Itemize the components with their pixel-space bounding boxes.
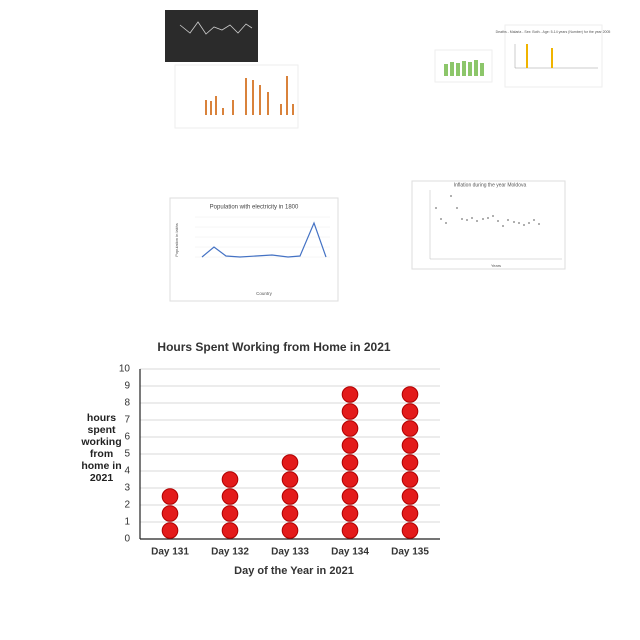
y-tick-label: 0 (124, 534, 130, 545)
dot (221, 488, 239, 505)
y-tick-label: 3 (124, 483, 130, 494)
thumb-xlabel: Country (256, 291, 273, 296)
dot (401, 403, 419, 420)
dot (401, 505, 419, 522)
x-tick-label: Day 133 (271, 547, 309, 558)
x-tick-label: Day 132 (211, 547, 249, 558)
y-tick-label: 1 (124, 517, 130, 528)
dot (341, 403, 359, 420)
dot (341, 454, 359, 471)
y-tick-label: 8 (124, 398, 130, 409)
x-axis-label: Day of the Year in 2021 (234, 565, 354, 577)
dot (341, 420, 359, 437)
thumb-ylabel: Population in lakhs (174, 223, 179, 257)
thumb-green (434, 49, 493, 83)
x-tick-label: Day 134 (331, 547, 369, 558)
dot (401, 488, 419, 505)
dot (281, 522, 299, 539)
dot (161, 505, 179, 522)
dot (401, 386, 419, 403)
dot (221, 505, 239, 522)
thumb-population: Population with electricity in 1800 Popu… (169, 197, 339, 302)
y-tick-label: 9 (124, 381, 130, 392)
dot (401, 420, 419, 437)
dot (161, 488, 179, 505)
dot (401, 454, 419, 471)
dot (341, 488, 359, 505)
thumb-inflation: Inflation during the year Moldova Years (411, 180, 566, 270)
y-tick-label: 10 (119, 364, 131, 375)
thumb-dark (165, 10, 258, 62)
dot (221, 522, 239, 539)
y-tick-label: 6 (124, 432, 130, 443)
dot (401, 471, 419, 488)
thumb-orange (174, 64, 299, 129)
dot (401, 437, 419, 454)
x-tick-label: Day 135 (391, 547, 429, 558)
thumb-xlabel: Years (491, 263, 501, 268)
thumb-malaria: Deaths - Malaria - Sex: Both - Age: 5-14… (496, 24, 611, 88)
y-tick-label: 5 (124, 449, 130, 460)
thumb-title: Inflation during the year Moldova (454, 182, 527, 188)
y-tick-label: 2 (124, 500, 130, 511)
dot (341, 437, 359, 454)
dot (281, 471, 299, 488)
dot (161, 522, 179, 539)
dot (281, 505, 299, 522)
x-tick-label: Day 131 (151, 547, 189, 558)
dot (341, 522, 359, 539)
chart-title: Hours Spent Working from Home in 2021 (157, 340, 390, 354)
thumb-title: Deaths - Malaria - Sex: Both - Age: 5-14… (496, 30, 611, 34)
dot (281, 454, 299, 471)
dot (341, 505, 359, 522)
dot (341, 386, 359, 403)
y-tick-label: 7 (124, 415, 130, 426)
dot (401, 522, 419, 539)
y-axis-label: hours spent working from home in 2021 (81, 412, 122, 484)
dot (221, 471, 239, 488)
y-tick-label: 4 (124, 466, 130, 477)
dot (281, 488, 299, 505)
dot (341, 471, 359, 488)
thumb-title: Population with electricity in 1800 (210, 205, 299, 211)
